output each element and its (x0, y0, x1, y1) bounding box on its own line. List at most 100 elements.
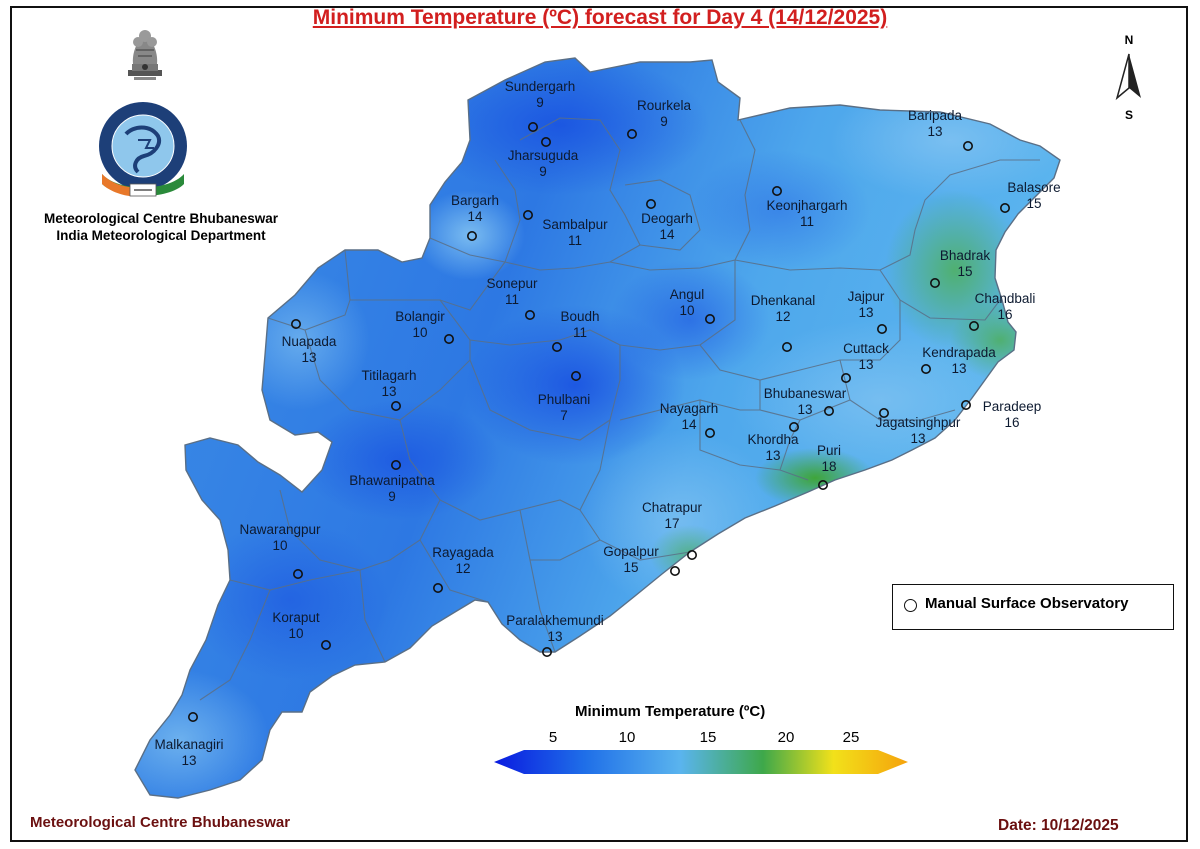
station-name: Malkanagiri (154, 737, 224, 752)
station-temperature: 13 (181, 753, 197, 768)
station-name: Khordha (747, 432, 799, 447)
station-label: Dhenkanal 12 (751, 293, 816, 325)
station-marker (522, 210, 533, 221)
station-temperature: 11 (567, 233, 583, 248)
station-name: Nuapada (281, 334, 337, 349)
station-name: Dhenkanal (750, 293, 816, 308)
footer-organization: Meteorological Centre Bhubaneswar (30, 814, 291, 831)
station-label: Chatrapur 17 (642, 500, 702, 532)
station-marker (999, 203, 1010, 214)
station-marker (570, 370, 581, 381)
station-temperature: 10 (288, 626, 304, 641)
station-marker (686, 549, 697, 560)
map-title: Minimum Temperature (ºC) forecast for Da… (312, 6, 888, 29)
station-marker (540, 137, 551, 148)
station-label: Paralakhemundi 13 (506, 613, 604, 645)
station-temperature: 10 (272, 538, 288, 553)
station-temperature: 16 (1004, 415, 1020, 430)
station-name: Sundergarh (504, 79, 576, 94)
station-temperature: 13 (547, 629, 563, 644)
station-name: Nawarangpur (239, 522, 321, 537)
north-label: N (1125, 33, 1134, 47)
station-name: Boudh (560, 309, 600, 324)
station-temperature: 16 (997, 307, 1013, 322)
organization-line2: India Meteorological Department (56, 228, 266, 243)
station-temperature: 14 (659, 227, 675, 242)
station-label: Bargarh 14 (451, 193, 499, 225)
station-temperature: 15 (623, 560, 639, 575)
colorbar-tick: 10 (618, 729, 636, 746)
imd-logo-icon (99, 102, 187, 197)
colorbar-tick: 25 (842, 729, 860, 746)
station-label: Khordha 13 (747, 432, 798, 464)
station-name: Bolangir (395, 309, 445, 324)
station-label: Bhubaneswar 13 (764, 386, 847, 418)
station-label: Bolangir 10 (395, 309, 445, 341)
station-name: Jharsuguda (507, 148, 579, 163)
station-temperature: 7 (560, 408, 568, 423)
colorbar-tick: 20 (777, 729, 795, 746)
station-name: Balasore (1007, 180, 1061, 195)
station-temperature: 14 (467, 209, 483, 224)
station-marker (669, 565, 680, 576)
station-name: Jajpur (847, 289, 885, 304)
station-temperature: 11 (504, 292, 520, 307)
station-temperature: 11 (799, 214, 814, 229)
station-marker (390, 459, 401, 470)
colorbar (494, 750, 908, 774)
station-name: Rayagada (432, 545, 494, 560)
station-label: Jharsuguda 9 (508, 148, 579, 180)
station-marker (823, 405, 834, 416)
station-label: Jagatsinghpur 13 (876, 415, 961, 447)
station-temperature: 13 (381, 384, 397, 399)
station-marker (626, 129, 637, 140)
station-temperature: 10 (412, 325, 428, 340)
station-name: Koraput (272, 610, 320, 625)
station-name: Puri (816, 443, 842, 458)
legend-box: Manual Surface Observatory (892, 584, 1174, 630)
station-label: Nayagarh 14 (660, 401, 719, 433)
station-marker (432, 582, 443, 593)
station-name: Bargarh (450, 193, 500, 208)
station-label: Rourkela 9 (637, 98, 691, 130)
station-label: Rayagada 12 (432, 545, 494, 577)
station-label: Koraput 10 (272, 610, 319, 642)
station-label: Baripada 13 (908, 108, 962, 140)
station-label: Nuapada 13 (282, 334, 337, 366)
station-name: Phulbani (537, 392, 591, 407)
station-temperature: 13 (858, 357, 874, 372)
station-label: Boudh 11 (560, 309, 599, 341)
station-temperature: 13 (951, 361, 967, 376)
station-marker (788, 421, 799, 432)
colorbar-tick: 5 (548, 729, 558, 746)
station-marker (962, 141, 973, 152)
station-label: Kendrapada 13 (922, 345, 996, 377)
station-name: Paradeep (982, 399, 1042, 414)
station-name: Nayagarh (659, 401, 719, 416)
station-name: Baripada (907, 108, 963, 123)
station-temperature: 12 (455, 561, 471, 576)
station-temperature: 14 (681, 417, 697, 432)
station-label: Keonjhargarh 11 (766, 198, 847, 230)
station-name: Deogarh (641, 211, 693, 226)
station-label: Phulbani 7 (538, 392, 591, 424)
station-name: Kendrapada (922, 345, 996, 360)
station-label: Malkanagiri 13 (154, 737, 223, 769)
station-label: Titilagarh 13 (361, 368, 416, 400)
station-label: Gopalpur 15 (603, 544, 659, 576)
station-name: Jagatsinghpur (875, 415, 961, 430)
station-temperature: 15 (957, 264, 973, 279)
station-temperature: 18 (821, 459, 837, 474)
station-marker (466, 231, 477, 242)
station-temperature: 13 (910, 431, 926, 446)
station-marker (541, 646, 552, 657)
colorbar-title: Minimum Temperature (ºC) (575, 703, 766, 720)
station-temperature: 13 (858, 305, 874, 320)
station-label: Cuttack 13 (843, 341, 889, 373)
national-emblem-icon (128, 30, 162, 80)
station-temperature: 11 (572, 325, 588, 340)
station-name: Keonjhargarh (766, 198, 848, 213)
station-label: Sonepur 11 (486, 276, 537, 308)
station-temperature: 9 (388, 489, 396, 504)
station-marker (968, 320, 979, 331)
